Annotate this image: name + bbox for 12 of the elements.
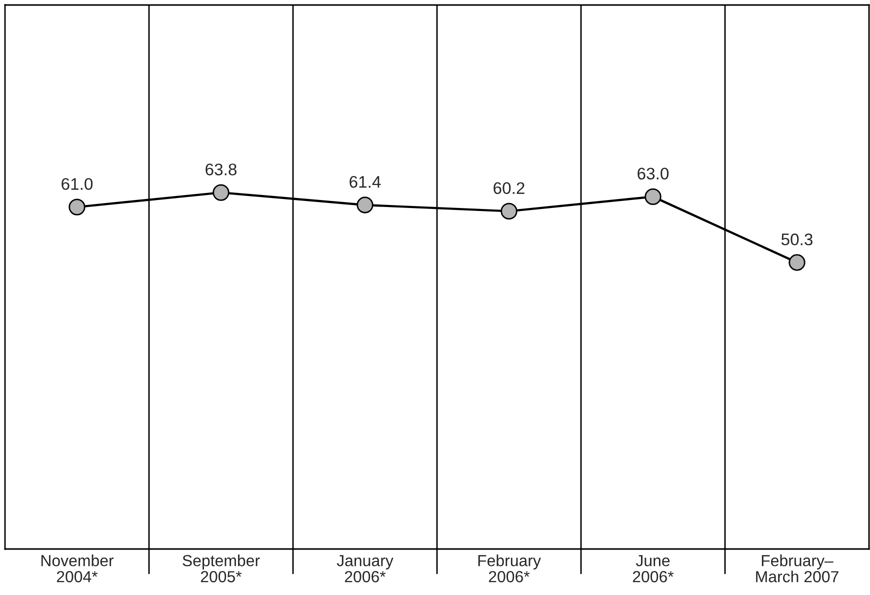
data-label: 61.4 xyxy=(350,176,381,188)
data-label: 63.0 xyxy=(638,168,669,180)
x-tick-label: June 2006* xyxy=(632,555,674,582)
data-label: 60.2 xyxy=(494,182,524,194)
x-tick-label: September 2005* xyxy=(182,554,260,582)
data-label: 50.3 xyxy=(781,234,812,246)
x-tick-label: February 2006* xyxy=(478,554,541,582)
x-tick-label: February– March 2007 xyxy=(756,554,838,582)
x-tick-label: November 2004* xyxy=(41,554,114,582)
data-label: 61.0 xyxy=(62,178,93,190)
x-tick-label: January 2006* xyxy=(336,555,394,582)
data-label: 63.8 xyxy=(206,164,236,176)
